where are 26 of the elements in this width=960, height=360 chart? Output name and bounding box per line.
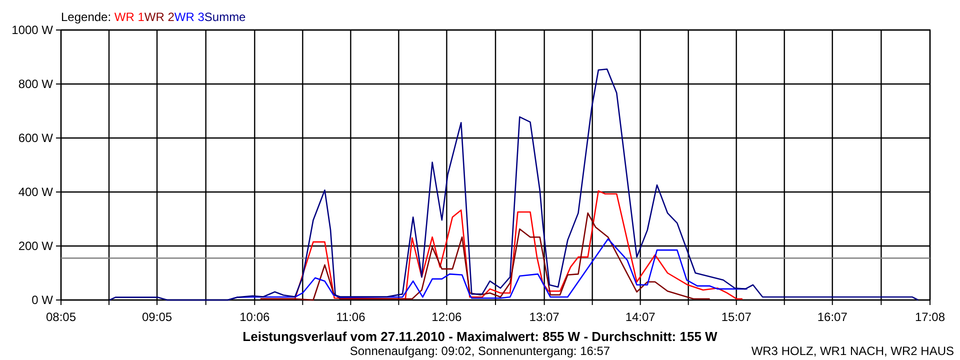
x-tick-label: 12:06: [432, 310, 462, 324]
x-tick-label: 08:05: [46, 310, 76, 324]
line-series: [260, 212, 710, 301]
y-tick-label: 800 W: [18, 76, 54, 91]
y-tick-label: 600 W: [18, 130, 54, 145]
text: Summe: [204, 10, 246, 24]
y-tick-label: 400 W: [18, 184, 54, 199]
y-tick-label: 0 W: [32, 292, 54, 307]
text: Sonnenaufgang: 09:02, Sonnenuntergang: 16:57: [350, 344, 610, 358]
text: Leistungsverlauf vom 27.11.2010 - Maximalwert: 855 W - Durchschnitt: 155 W: [242, 329, 718, 344]
x-tick-label: 17:08: [914, 310, 946, 324]
line-series: [109, 68, 919, 301]
y-tick-label: 200 W: [18, 238, 54, 253]
x-tick-label: 11:06: [336, 310, 366, 324]
x-tick-label: 16:07: [817, 310, 848, 324]
x-tick-label: 09:05: [142, 310, 172, 324]
x-tick-label: 14:07: [625, 310, 656, 324]
x-tick-label: 10:06: [240, 310, 270, 324]
text: WR 1: [114, 10, 145, 24]
text: WR 3: [174, 10, 205, 24]
text: WR3 HOLZ, WR1 NACH, WR2 HAUS: [751, 344, 954, 358]
legend-title: Legende:: [61, 10, 114, 24]
text: WR 2: [144, 10, 175, 24]
x-tick-label: 15:07: [721, 310, 752, 324]
x-tick-label: 13:07: [529, 310, 560, 324]
y-tick-label: 1000 W: [12, 22, 54, 37]
